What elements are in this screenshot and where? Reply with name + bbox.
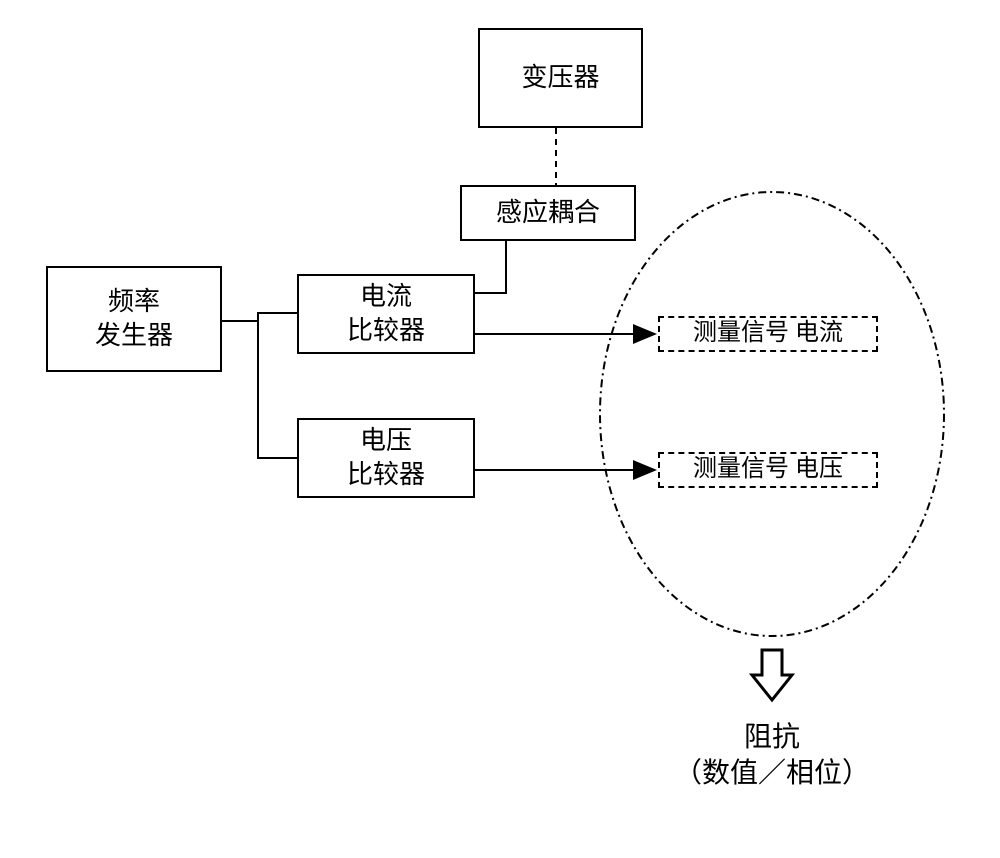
- inductive-coupling-box: 感应耦合: [460, 185, 636, 241]
- inductive-coupling-label: 感应耦合: [496, 196, 600, 230]
- diagram-canvas: 变压器 感应耦合 频率发生器 电流比较器 电压比较器 测量信号 电流 测量信号 …: [0, 0, 1000, 858]
- impedance-line2: （数值／相位）: [622, 756, 922, 792]
- measured-signal-current-label: 测量信号 电流: [693, 318, 843, 349]
- current-comparator-box: 电流比较器: [297, 274, 475, 354]
- transformer-box: 变压器: [478, 28, 643, 128]
- measured-signal-current-box: 测量信号 电流: [658, 316, 878, 352]
- transformer-label: 变压器: [521, 61, 599, 95]
- voltage-comparator-box: 电压比较器: [297, 418, 475, 498]
- measured-signal-voltage-label: 测量信号 电压: [693, 454, 843, 485]
- impedance-line1: 阻抗: [622, 720, 922, 756]
- frequency-generator-label: 频率发生器: [95, 285, 173, 353]
- measured-signal-voltage-box: 测量信号 电压: [658, 452, 878, 488]
- voltage-comparator-label: 电压比较器: [347, 424, 425, 492]
- impedance-output-label: 阻抗 （数值／相位）: [622, 720, 922, 793]
- output-arrow: [752, 650, 792, 700]
- current-comparator-label: 电流比较器: [347, 280, 425, 348]
- frequency-generator-box: 频率发生器: [46, 266, 222, 372]
- result-ellipse: [600, 192, 944, 636]
